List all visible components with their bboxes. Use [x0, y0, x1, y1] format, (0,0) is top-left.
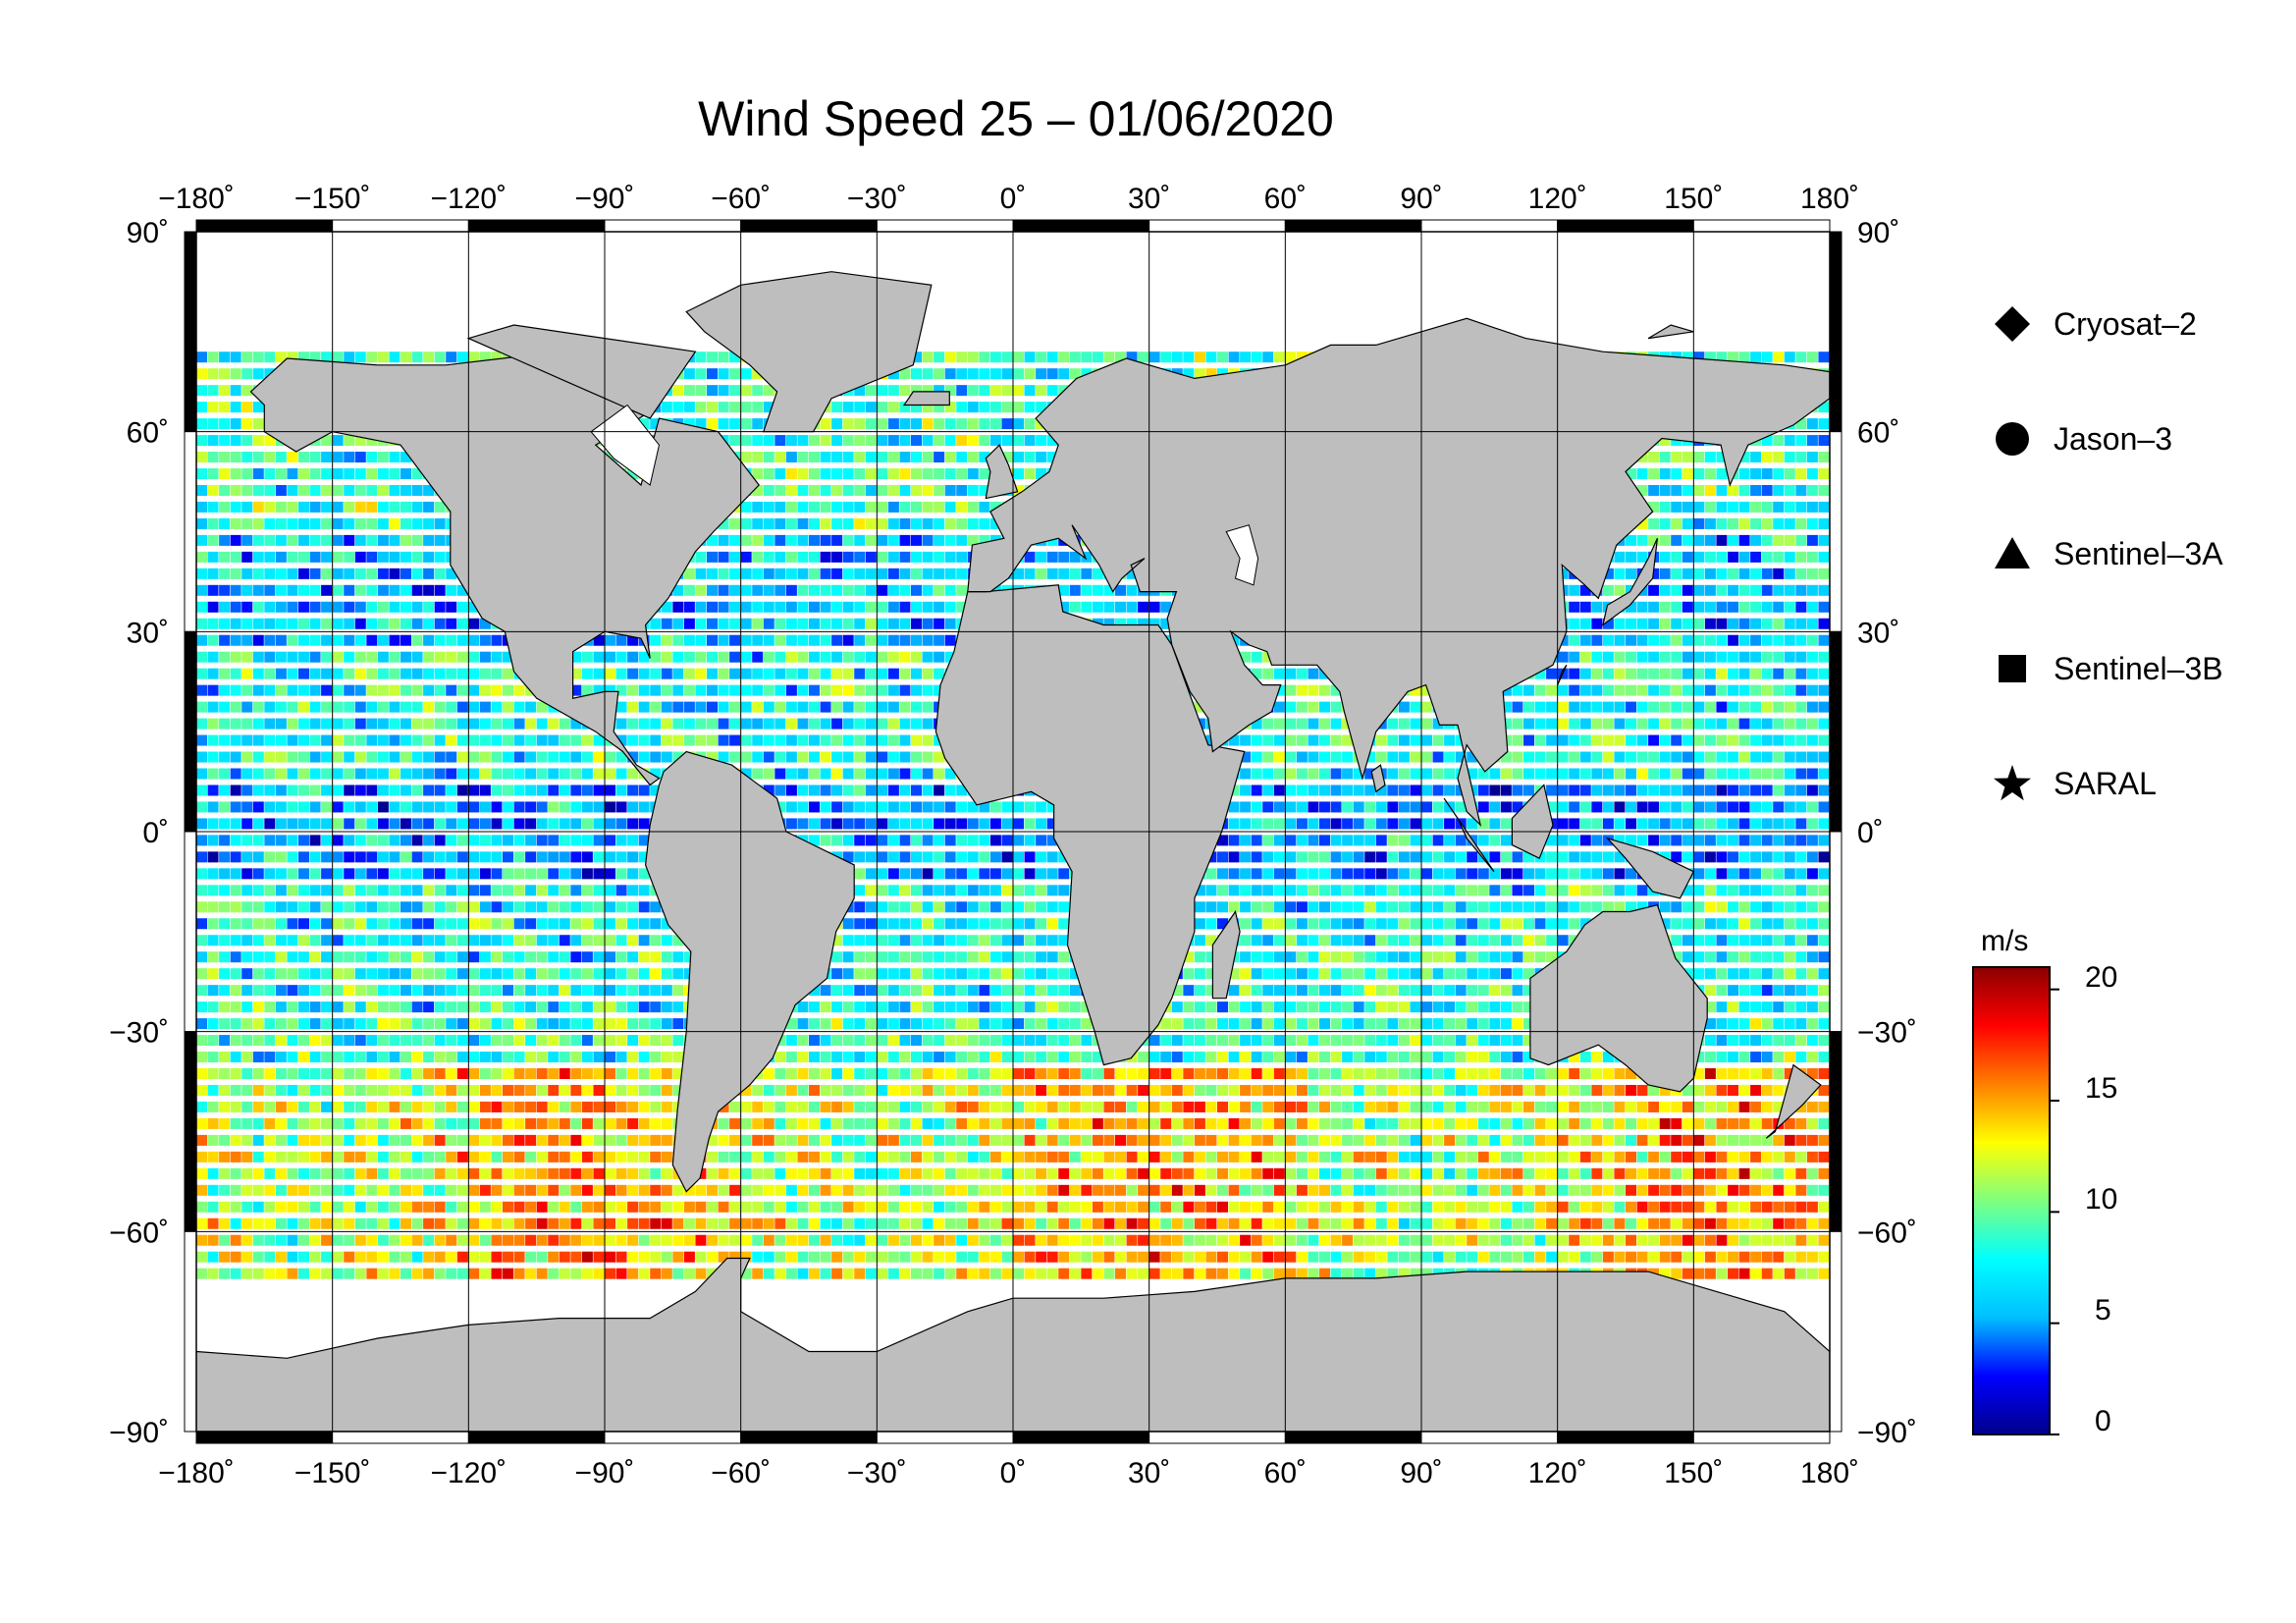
tick-label: −120˚: [431, 183, 507, 215]
landmass: [985, 444, 1019, 500]
tick-label: 0˚: [1000, 1457, 1027, 1489]
tick-label: 0˚: [1000, 183, 1027, 215]
colorbar-tick: 20: [2085, 961, 2118, 994]
circle-icon: [1993, 419, 2032, 459]
colorbar-tick: 0: [2095, 1405, 2111, 1437]
legend-item-jason: Jason–3: [1993, 414, 2172, 463]
chart-title: Wind Speed 25 – 01/06/2020: [698, 91, 1334, 146]
tick-label: 180˚: [1800, 1457, 1859, 1489]
tick-label: 0˚: [142, 817, 169, 849]
landmass: [1557, 664, 1568, 685]
triangle-icon: [1993, 534, 2032, 573]
tick-label: 120˚: [1528, 1457, 1587, 1489]
landmass: [1370, 764, 1386, 793]
caspian-sea: [1225, 524, 1259, 586]
legend-label: Sentinel–3B: [2054, 650, 2223, 686]
landmass: [1529, 903, 1708, 1093]
legend-item-sentinel-3a: Sentinel–3A: [1993, 529, 2223, 578]
hudson-bay: [590, 404, 661, 486]
tick-label: −150˚: [294, 1457, 371, 1489]
landmass: [1211, 910, 1241, 1000]
tick-label: 90˚: [127, 217, 169, 249]
landmass: [1605, 837, 1695, 899]
tick-label: 180˚: [1800, 183, 1859, 215]
tick-label: −120˚: [431, 1457, 507, 1489]
landmass: [1511, 784, 1554, 860]
landmass: [1647, 324, 1694, 340]
axis-tick-labels: −180˚ −180˚ −150˚ −150˚ −120˚ −120˚ −90˚ −90˚ −6…: [109, 183, 1917, 1489]
tick-label: 30˚: [1128, 1457, 1170, 1489]
tick-label: −90˚: [575, 183, 635, 215]
diamond-icon: [1993, 304, 2032, 344]
landmass: [1443, 797, 1495, 873]
colorbar-tick: 10: [2085, 1183, 2118, 1216]
tick-label: 60˚: [1857, 417, 1899, 450]
map-frame: [184, 219, 1842, 1444]
landmass: [967, 317, 1830, 828]
colorbar-gradient: [1972, 966, 2051, 1435]
landmass: [685, 271, 933, 433]
tick-label: −180˚: [158, 1457, 235, 1489]
tick-label: 30˚: [127, 617, 169, 649]
landmass: [902, 391, 950, 406]
tick-label: 150˚: [1664, 183, 1723, 215]
star-icon: [1993, 764, 2032, 803]
tick-label: −30˚: [847, 183, 907, 215]
colorbar-unit: m/s: [1981, 925, 2029, 957]
tick-label: −60˚: [109, 1217, 169, 1249]
tick-label: −90˚: [109, 1417, 169, 1449]
colorbar: [1972, 966, 2059, 1435]
legend-item-cryosat: Cryosat–2: [1993, 299, 2197, 349]
tick-label: −30˚: [847, 1457, 907, 1489]
legend-label: Cryosat–2: [2054, 305, 2197, 342]
tick-label: 30˚: [1857, 617, 1899, 649]
tick-label: −180˚: [158, 183, 235, 215]
colorbar-tick: 15: [2085, 1072, 2118, 1105]
landmass: [1765, 1063, 1822, 1139]
colorbar-tick: 5: [2095, 1294, 2111, 1326]
tick-label: 90˚: [1857, 217, 1899, 249]
tick-label: 60˚: [127, 417, 169, 450]
tick-label: 30˚: [1128, 183, 1170, 215]
legend-label: Jason–3: [2054, 420, 2172, 457]
tick-label: −90˚: [1857, 1417, 1917, 1449]
tick-label: −60˚: [711, 1457, 771, 1489]
tick-label: 0˚: [1857, 817, 1884, 849]
landmass: [1601, 538, 1658, 626]
tick-label: −90˚: [575, 1457, 635, 1489]
tick-label: 60˚: [1264, 1457, 1307, 1489]
tick-label: 120˚: [1528, 183, 1587, 215]
tick-label: −150˚: [294, 183, 371, 215]
tick-label: −30˚: [109, 1017, 169, 1050]
tick-label: −60˚: [1857, 1217, 1917, 1249]
square-icon: [1993, 649, 2032, 688]
tick-label: −30˚: [1857, 1017, 1917, 1050]
legend-label: SARAL: [2054, 765, 2157, 801]
tick-label: 60˚: [1264, 183, 1307, 215]
tick-label: 150˚: [1664, 1457, 1723, 1489]
legend-item-sentinel-3b: Sentinel–3B: [1993, 644, 2223, 693]
legend-item-saral: SARAL: [1993, 759, 2157, 808]
tick-label: −60˚: [711, 183, 771, 215]
landmass: [466, 324, 697, 419]
tick-label: 90˚: [1400, 183, 1442, 215]
tick-label: 90˚: [1400, 1457, 1442, 1489]
legend-label: Sentinel–3A: [2054, 535, 2223, 571]
